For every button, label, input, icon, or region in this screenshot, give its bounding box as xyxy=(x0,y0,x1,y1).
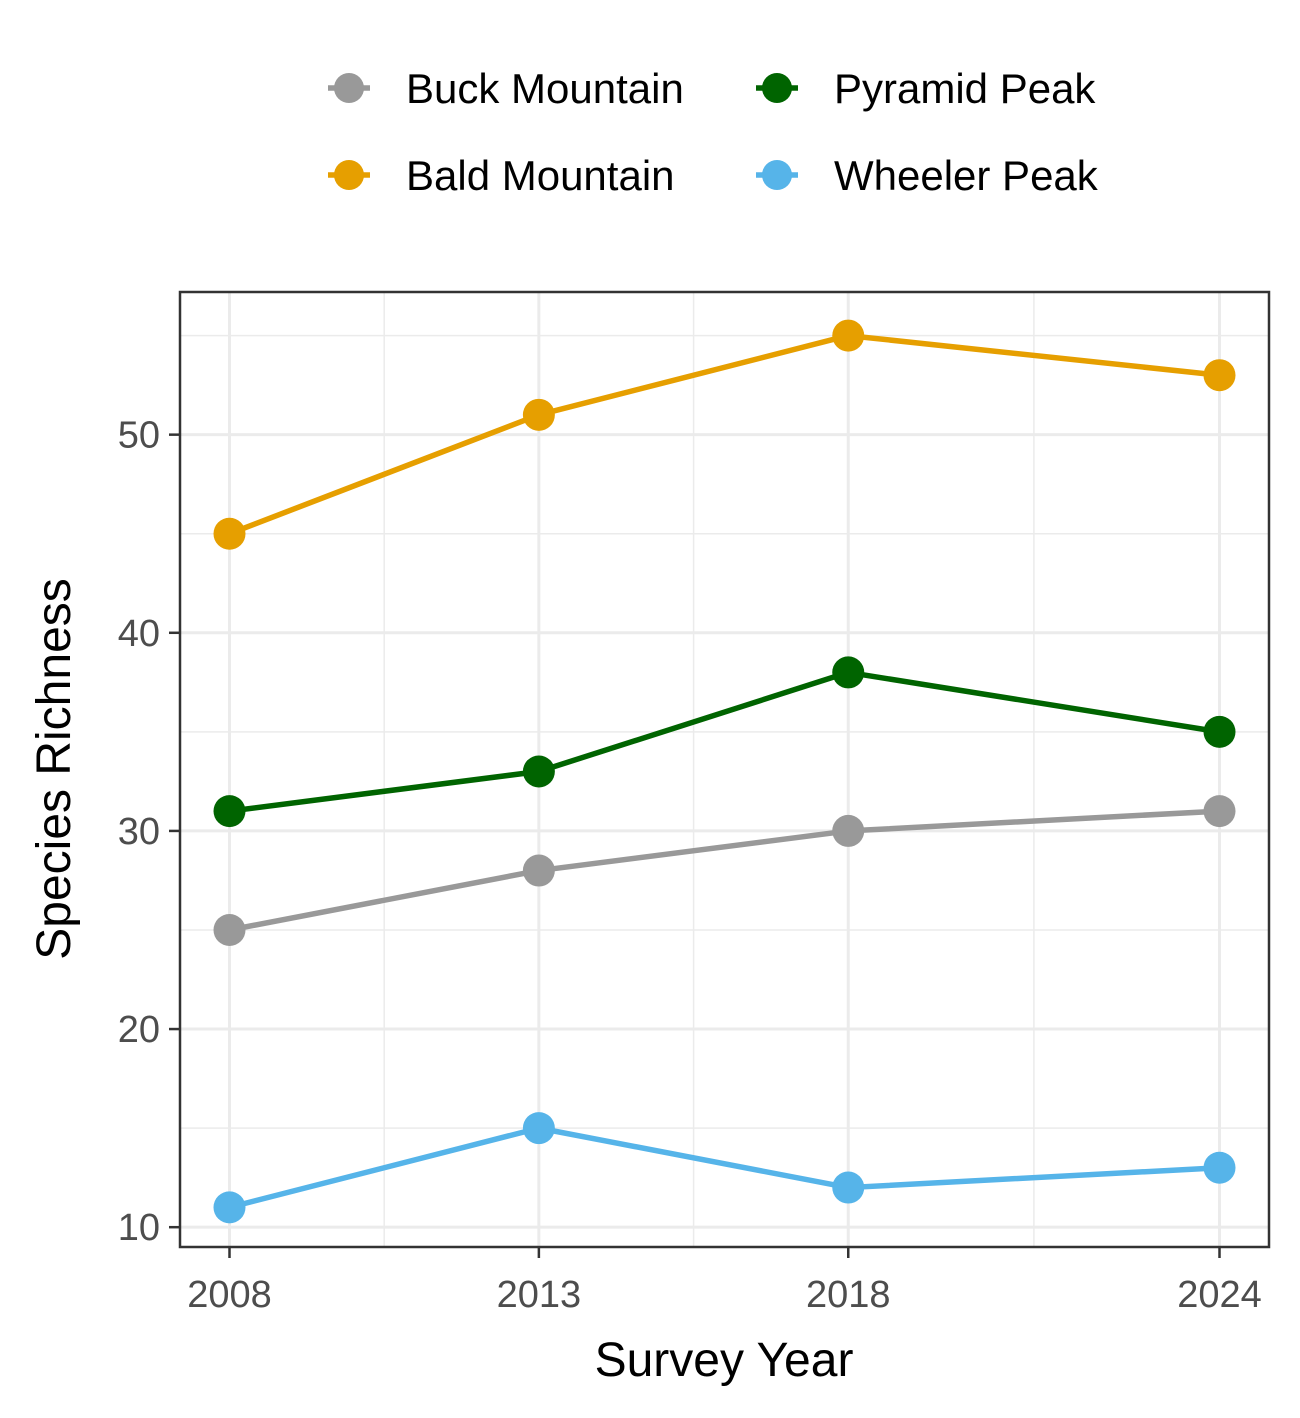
wheeler-peak-line xyxy=(228,1125,1220,1211)
buck-mountain-point xyxy=(522,854,555,887)
x-axis-title: Survey Year xyxy=(595,1334,854,1387)
bald-mountain-point xyxy=(522,398,555,431)
series-lines xyxy=(228,332,1220,1211)
y-tick-label: 40 xyxy=(118,613,160,655)
wheeler-peak-point xyxy=(832,1171,865,1204)
x-axis: 2008 2013 2018 2024 xyxy=(187,1247,1262,1316)
legend-key-point xyxy=(334,160,364,190)
pyramid-peak-point xyxy=(1203,715,1236,748)
y-tick-label: 20 xyxy=(118,1009,160,1051)
legend-key-point xyxy=(334,73,364,103)
legend-label: Bald Mountain xyxy=(406,152,675,199)
wheeler-peak-point xyxy=(522,1112,555,1145)
wheeler-peak-point xyxy=(1203,1151,1236,1184)
x-tick-label: 2008 xyxy=(187,1274,272,1316)
bald-mountain-line xyxy=(228,332,1220,537)
plot-background xyxy=(180,292,1269,1247)
buck-mountain-line xyxy=(228,808,1220,933)
legend-label: Buck Mountain xyxy=(406,65,684,112)
bald-mountain-point xyxy=(832,319,865,352)
legend-label: Wheeler Peak xyxy=(834,152,1099,199)
x-tick-label: 2013 xyxy=(497,1274,582,1316)
legend-label: Pyramid Peak xyxy=(834,65,1096,112)
pyramid-peak-point xyxy=(832,656,865,689)
bald-mountain-point xyxy=(213,517,246,550)
legend: Buck Mountain Pyramid Peak Bald Mountain Wh… xyxy=(328,65,1099,199)
legend-item-bald-mountain: Bald Mountain xyxy=(328,152,675,199)
y-tick-label: 50 xyxy=(118,415,160,457)
y-axis-title: Species Richness xyxy=(28,578,81,960)
wheeler-peak-point xyxy=(213,1191,246,1224)
legend-key-point xyxy=(762,73,792,103)
legend-key-point xyxy=(762,160,792,190)
grid-minor xyxy=(180,292,1269,1247)
legend-item-wheeler-peak: Wheeler Peak xyxy=(756,152,1099,199)
x-tick-label: 2024 xyxy=(1177,1274,1262,1316)
buck-mountain-point xyxy=(213,913,246,946)
y-tick-label: 30 xyxy=(118,811,160,853)
bald-mountain-point xyxy=(1203,359,1236,392)
buck-mountain-point xyxy=(1203,795,1236,828)
plot-border xyxy=(178,290,1271,1249)
x-tick-label: 2018 xyxy=(806,1274,891,1316)
buck-mountain-point xyxy=(832,814,865,847)
pyramid-peak-line xyxy=(229,669,1220,814)
legend-item-pyramid-peak: Pyramid Peak xyxy=(756,65,1096,112)
y-tick-label: 10 xyxy=(118,1207,160,1249)
pyramid-peak-point xyxy=(213,795,246,828)
y-axis: 10 20 30 40 50 xyxy=(118,415,180,1249)
series-points xyxy=(213,319,1236,1224)
pyramid-peak-point xyxy=(522,755,555,788)
legend-item-buck-mountain: Buck Mountain xyxy=(328,65,684,112)
